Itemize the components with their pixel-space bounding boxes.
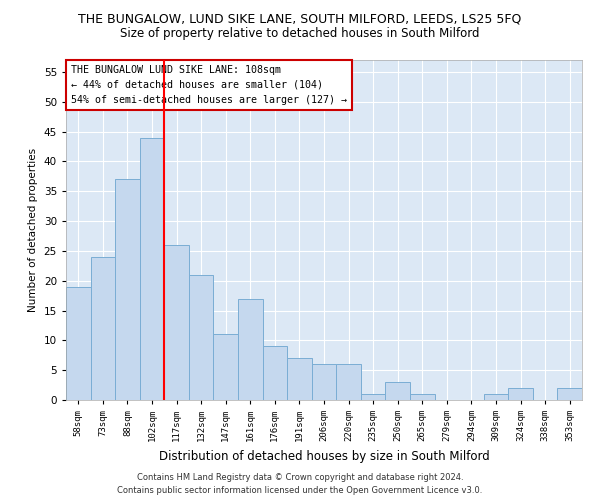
Bar [66, 286, 91, 400]
Bar [91, 257, 115, 400]
Text: Contains HM Land Registry data © Crown copyright and database right 2024.
Contai: Contains HM Land Registry data © Crown c… [118, 474, 482, 495]
Bar [140, 138, 164, 400]
Bar [263, 346, 287, 400]
Bar [557, 388, 582, 400]
Bar [385, 382, 410, 400]
Bar [214, 334, 238, 400]
Bar [410, 394, 434, 400]
Y-axis label: Number of detached properties: Number of detached properties [28, 148, 38, 312]
Text: Size of property relative to detached houses in South Milford: Size of property relative to detached ho… [120, 28, 480, 40]
Bar [164, 245, 189, 400]
Bar [336, 364, 361, 400]
Bar [115, 180, 140, 400]
X-axis label: Distribution of detached houses by size in South Milford: Distribution of detached houses by size … [158, 450, 490, 462]
Bar [361, 394, 385, 400]
Bar [508, 388, 533, 400]
Bar [484, 394, 508, 400]
Bar [189, 274, 214, 400]
Text: THE BUNGALOW, LUND SIKE LANE, SOUTH MILFORD, LEEDS, LS25 5FQ: THE BUNGALOW, LUND SIKE LANE, SOUTH MILF… [79, 12, 521, 26]
Bar [287, 358, 312, 400]
Bar [238, 298, 263, 400]
Text: THE BUNGALOW LUND SIKE LANE: 108sqm
← 44% of detached houses are smaller (104)
5: THE BUNGALOW LUND SIKE LANE: 108sqm ← 44… [71, 65, 347, 104]
Bar [312, 364, 336, 400]
